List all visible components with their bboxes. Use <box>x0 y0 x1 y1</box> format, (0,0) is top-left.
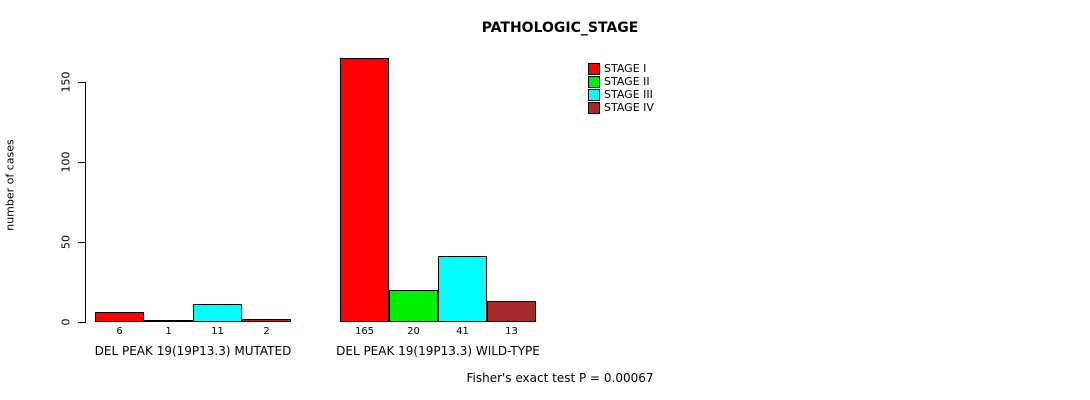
bar <box>340 58 389 322</box>
y-tick-label: 150 <box>59 71 73 93</box>
bar-value-label: 13 <box>505 326 518 337</box>
legend-row: STAGE III <box>588 88 654 101</box>
legend-swatch <box>588 101 600 114</box>
y-tick-mark <box>78 322 85 323</box>
bar-value-label: 2 <box>263 326 270 337</box>
bar-value-label: 1 <box>165 326 172 337</box>
y-tick-mark <box>78 242 85 243</box>
pvalue-annotation: Fisher's exact test P = 0.00067 <box>466 371 654 385</box>
legend-label: STAGE II <box>604 75 650 88</box>
y-axis-label: number of cases <box>3 139 17 231</box>
x-axis-category-label: DEL PEAK 19(19P13.3) MUTATED <box>94 344 292 358</box>
bar <box>193 304 242 322</box>
bar <box>389 290 438 322</box>
bar <box>438 256 487 322</box>
bar-value-label: 11 <box>211 326 224 337</box>
x-axis-category-label: DEL PEAK 19(19P13.3) WILD-TYPE <box>336 344 540 358</box>
legend-row: STAGE I <box>588 62 654 75</box>
y-tick-mark <box>78 82 85 83</box>
bar <box>242 318 291 322</box>
y-tick-mark <box>78 162 85 163</box>
bar <box>487 301 536 322</box>
bar-value-label: 165 <box>354 326 375 337</box>
bar-value-label: 6 <box>116 326 123 337</box>
legend-row: STAGE IV <box>588 101 654 114</box>
bar-value-label: 20 <box>407 326 420 337</box>
y-axis-line <box>85 82 86 323</box>
y-tick-label: 100 <box>59 151 73 173</box>
chart-title: PATHOLOGIC_STAGE <box>481 20 639 36</box>
y-tick-label: 0 <box>59 318 73 326</box>
legend-swatch <box>588 88 600 101</box>
legend-swatch <box>588 62 600 75</box>
bar <box>95 312 144 322</box>
legend-label: STAGE I <box>604 62 647 75</box>
legend-row: STAGE II <box>588 75 654 88</box>
legend: STAGE I STAGE II STAGE III STAGE IV <box>588 62 654 114</box>
y-tick-label: 50 <box>59 235 73 249</box>
legend-swatch <box>588 75 600 88</box>
legend-label: STAGE III <box>604 88 653 101</box>
bar-value-label: 41 <box>456 326 469 337</box>
legend-label: STAGE IV <box>604 101 654 114</box>
bar <box>144 320 193 323</box>
